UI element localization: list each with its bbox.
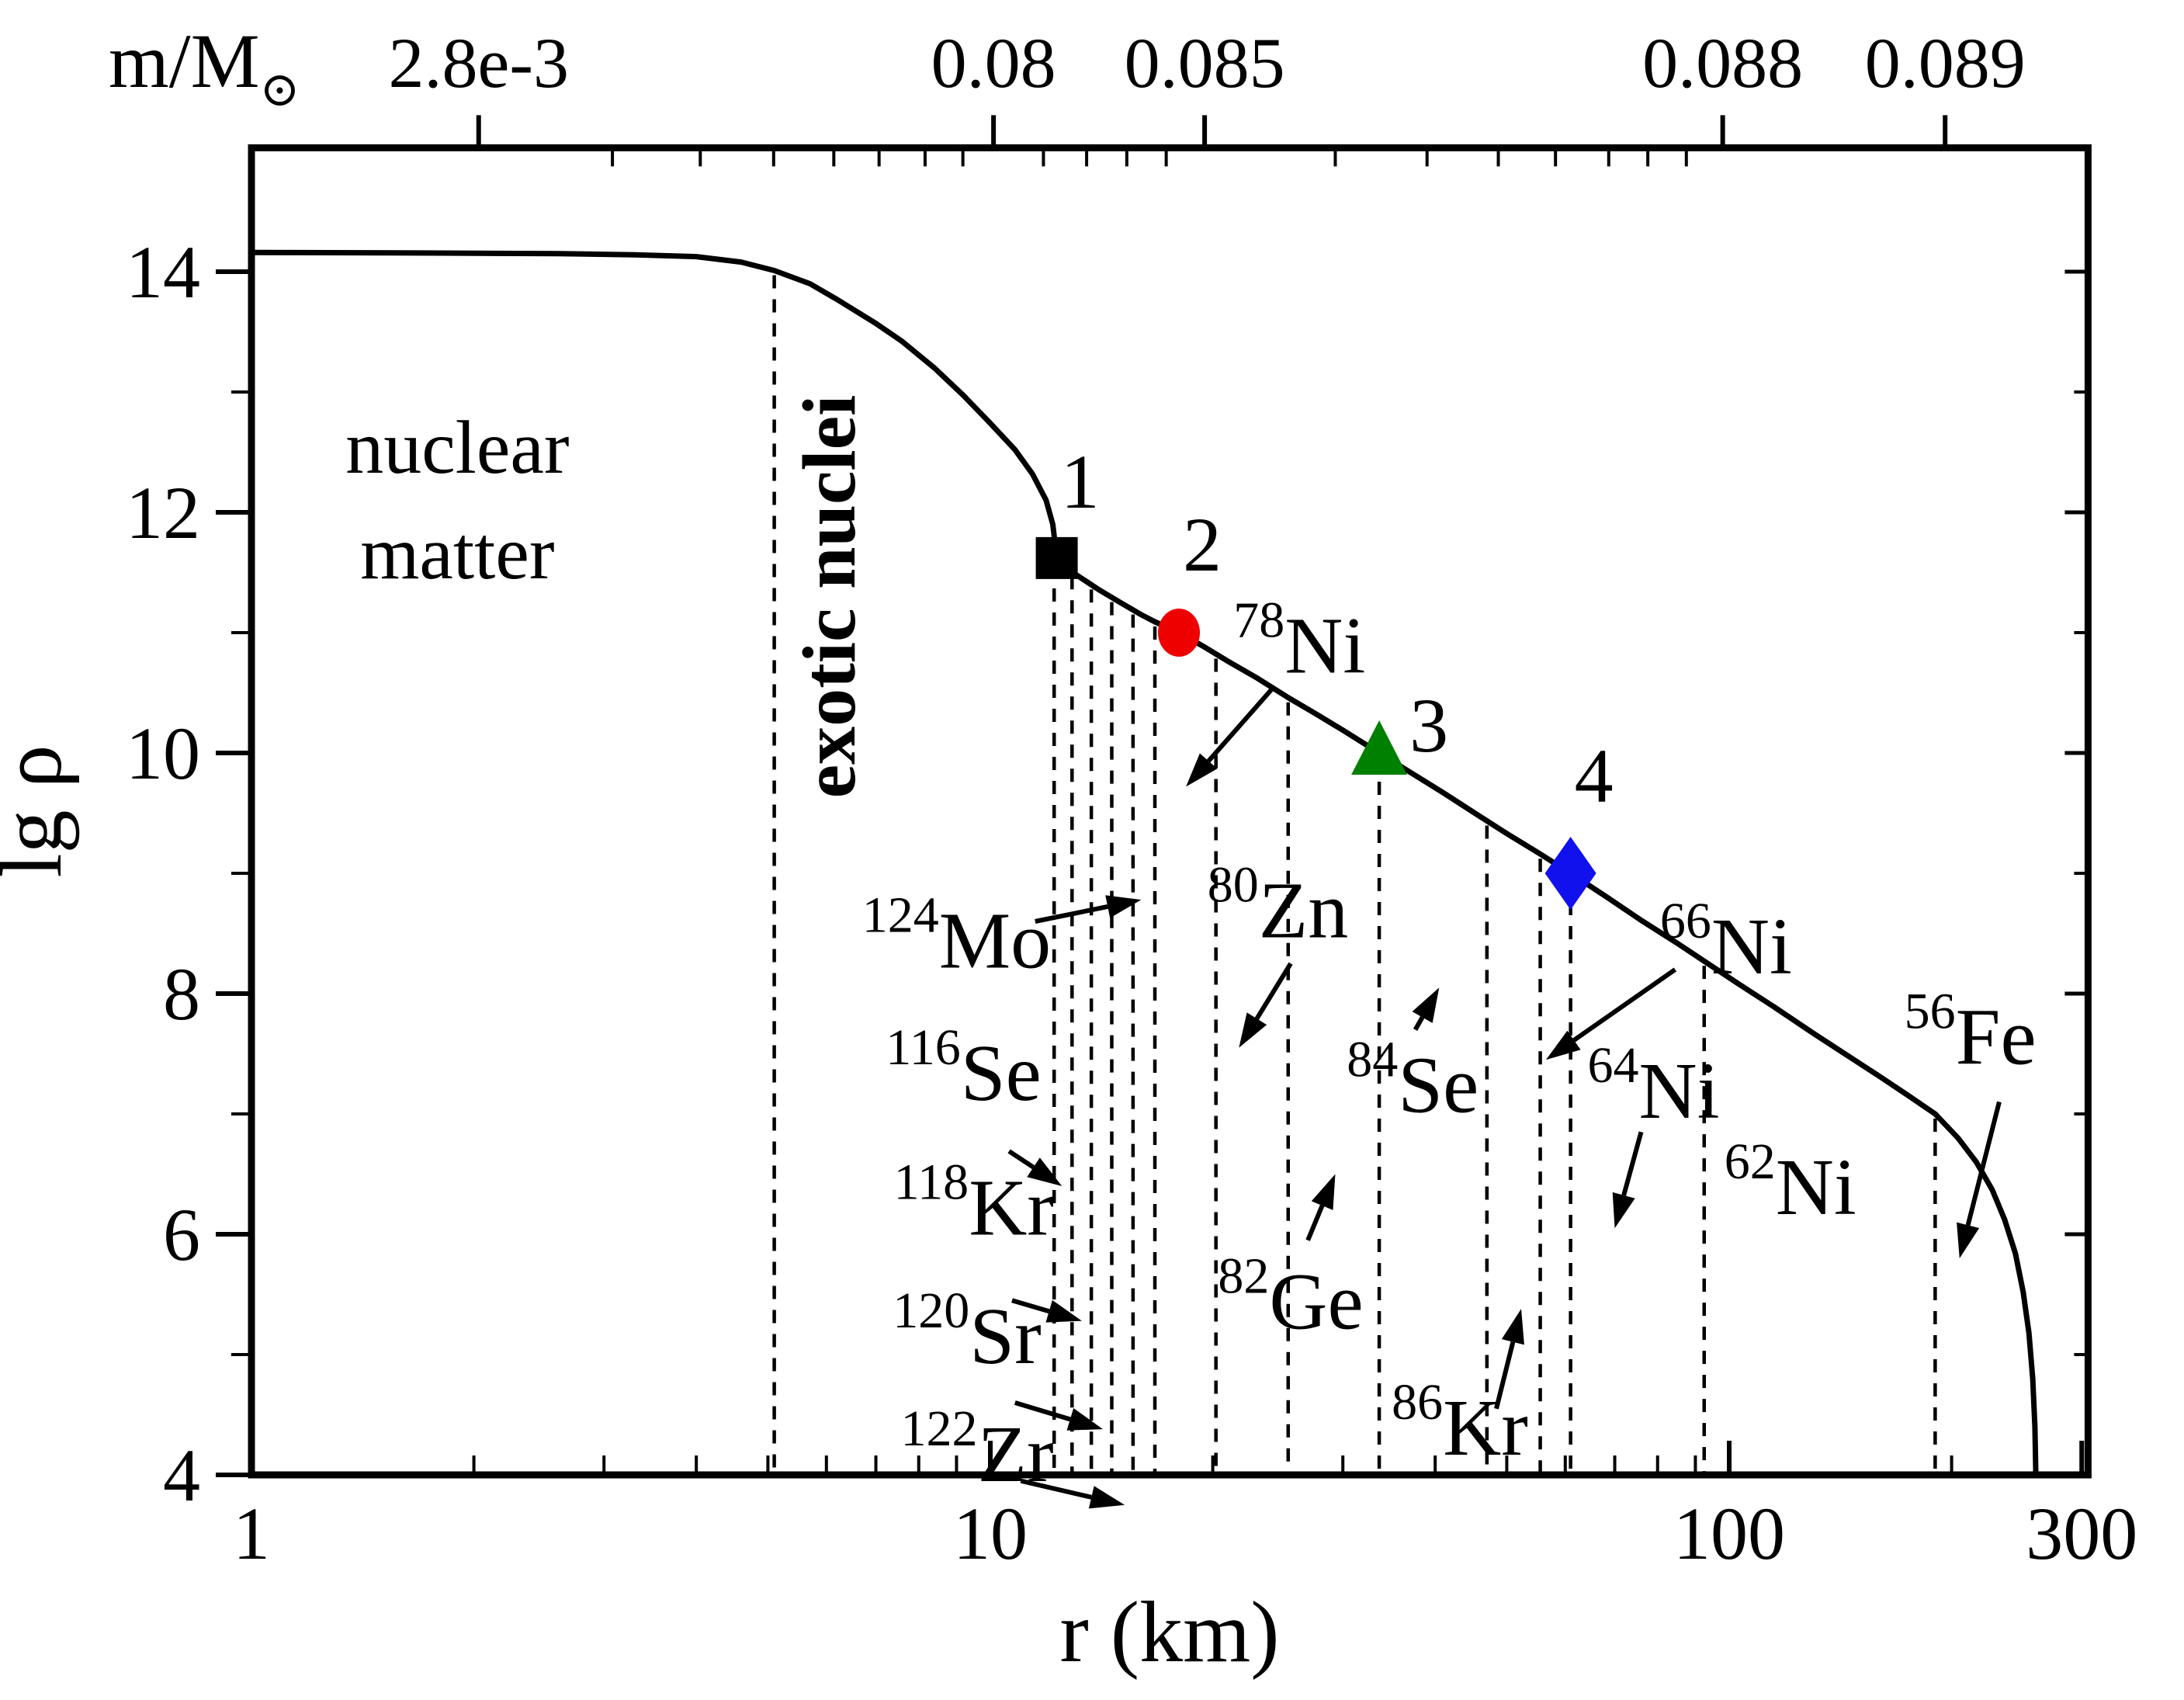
point-markers: 12 3 4	[1035, 439, 1614, 910]
top-axis-tick-label: 0.085	[1125, 23, 1285, 102]
arrow-66Ni-head	[1545, 1030, 1581, 1060]
arrow-82Ge-head	[1311, 1174, 1336, 1210]
arrow-80Zn-line	[1254, 962, 1293, 1020]
y-axis-tick-label: 14	[126, 231, 200, 314]
region-label-matter: matter	[360, 512, 554, 595]
marker-number-2: 2	[1183, 501, 1222, 588]
top-axis-tick-label: 0.088	[1642, 23, 1803, 102]
arrow-84Se-line	[1413, 1016, 1425, 1031]
arrow-120Sr-line	[1014, 1400, 1071, 1422]
y-axis-title: lg ρ	[0, 744, 80, 877]
marker-number-1: 1	[1061, 439, 1100, 525]
density-curve-group	[248, 249, 2039, 1478]
x-axis-tick-label: 300	[2026, 1492, 2137, 1575]
nuclide-label-64Ni: 64Ni	[1588, 1037, 1720, 1136]
top-axis-tick-label: 0.089	[1865, 23, 2026, 102]
y-axis-tick-label: 6	[163, 1193, 200, 1276]
arrow-56Fe-line	[1965, 1101, 2002, 1226]
marker-diamond-4	[1544, 837, 1596, 910]
x-axis-tick-label: 100	[1673, 1492, 1785, 1575]
arrow-80Zn-head	[1239, 1012, 1267, 1048]
nuclide-label-122Zr: 122Zr	[901, 1400, 1054, 1499]
nuclide-arrows	[1007, 685, 2002, 1509]
arrow-124Mo-line	[1035, 904, 1108, 924]
top-axis-tick-label: 0.08	[931, 23, 1056, 102]
x-axis-tick-label: 1	[233, 1492, 270, 1575]
arrow-122Zr-line	[1020, 1478, 1092, 1500]
top-axis-title-main: m/M	[109, 18, 259, 104]
arrow-118Kr-line	[1011, 1298, 1050, 1314]
arrow-64Ni-line	[1621, 1131, 1644, 1196]
arrow-122Zr-head	[1088, 1486, 1125, 1509]
nuclide-label-116Se: 116Se	[886, 1019, 1042, 1118]
nuclide-label-118Kr: 118Kr	[894, 1154, 1054, 1252]
marker-number-3: 3	[1409, 682, 1448, 768]
arrow-116Se-head	[1027, 1157, 1063, 1186]
y-axis-tick-label: 4	[163, 1434, 200, 1517]
arrow-66Ni-line	[1572, 967, 1677, 1043]
arrow-78Ni-head	[1186, 753, 1218, 787]
marker-square-1	[1035, 536, 1078, 579]
density-curve	[248, 249, 2039, 1478]
arrow-124Mo-head	[1105, 895, 1142, 918]
arrow-86Kr-line	[1494, 1341, 1516, 1410]
x-axis-tick-label: 10	[953, 1492, 1028, 1575]
arrow-86Kr-head	[1501, 1309, 1524, 1345]
top-axis-tick-label: 2.8e-3	[388, 23, 568, 102]
nuclide-label-124Mo: 124Mo	[862, 886, 1051, 985]
y-axis-tick-label: 8	[163, 952, 200, 1036]
nuclide-label-78Ni: 78Ni	[1233, 592, 1365, 691]
nuclide-label-62Ni: 62Ni	[1725, 1133, 1856, 1232]
y-axis-tick-label: 12	[126, 471, 200, 554]
nuclide-labels: 78Ni 124Mo 116Se 118Kr 120Sr 122Zr 80Zn 82Ge 84S…	[862, 592, 2037, 1500]
nuclide-label-84Se: 84Se	[1347, 1031, 1479, 1129]
arrow-78Ni-line	[1206, 685, 1276, 763]
nuclide-label-80Zn: 80Zn	[1208, 857, 1349, 956]
arrow-64Ni-head	[1612, 1192, 1635, 1229]
arrow-82Ge-line	[1305, 1204, 1325, 1241]
nuclide-label-86Kr: 86Kr	[1392, 1374, 1528, 1473]
nuclide-label-56Fe: 56Fe	[1905, 983, 2037, 1081]
arrow-56Fe-head	[1957, 1222, 1980, 1258]
solar-mass-symbol: ⊙	[259, 64, 300, 116]
plot-border	[248, 144, 2092, 1479]
marker-circle-2	[1158, 609, 1201, 657]
nuclide-label-82Ge: 82Ge	[1218, 1247, 1363, 1346]
region-label-nuclear: nuclear	[345, 406, 569, 490]
nuclide-label-120Sr: 120Sr	[893, 1282, 1041, 1381]
y-axis-tick-label: 10	[126, 712, 200, 795]
arrow-118Kr-head	[1045, 1299, 1082, 1323]
marker-number-4: 4	[1575, 733, 1614, 819]
arrow-116Se-line	[1007, 1149, 1035, 1170]
nuclide-label-66Ni: 66Ni	[1660, 893, 1792, 991]
arrow-120Sr-head	[1066, 1408, 1103, 1431]
top-axis-title: m/M⊙	[109, 18, 300, 116]
x-axis-title: r (km)	[1059, 1584, 1279, 1681]
marker-triangle-3	[1351, 720, 1408, 775]
region-label-exotic-nuclei: exotic nuclei	[788, 395, 872, 799]
arrow-84Se-head	[1412, 987, 1440, 1023]
